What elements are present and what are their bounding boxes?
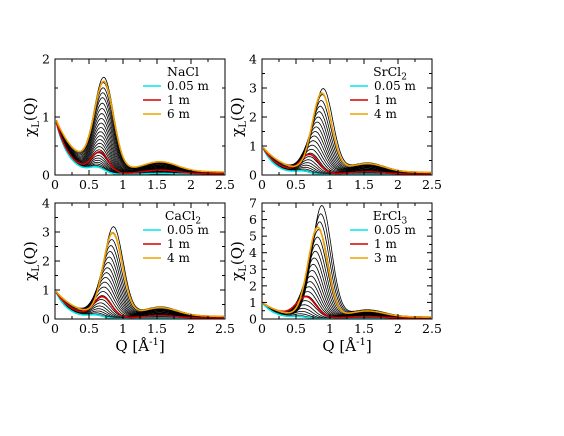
series-line-4-m	[55, 231, 224, 318]
y-tick-label: 7	[249, 196, 257, 211]
y-tick-label: 0	[42, 168, 50, 183]
concentration-curve	[56, 82, 224, 173]
series-line-3-m	[262, 226, 431, 318]
series-line-4-m	[262, 91, 431, 174]
x-tick-label: 0	[51, 321, 59, 336]
legend-entry: 4 m	[167, 251, 190, 265]
panel-title: SrCl2	[373, 64, 407, 83]
y-axis-label: χL(Q)	[228, 241, 249, 281]
legend-entry: 1 m	[374, 237, 397, 251]
panel-title: NaCl	[167, 64, 199, 79]
legend-entry: 0.05 m	[167, 79, 210, 93]
x-tick-label: 2.5	[422, 321, 442, 336]
legend-entry: 0.05 m	[167, 223, 210, 237]
y-tick-label: 4	[249, 52, 257, 67]
y-axis-label: χL(Q)	[21, 241, 42, 281]
x-tick-label: 1.5	[147, 321, 167, 336]
x-tick-label: 1.5	[354, 177, 374, 192]
concentration-curve	[263, 236, 431, 318]
concentration-curve	[56, 251, 224, 318]
x-tick-label: 1	[326, 177, 334, 192]
legend-entry: 1 m	[167, 237, 190, 251]
legend-entry: 3 m	[374, 251, 397, 265]
x-tick-label: 0.5	[286, 321, 306, 336]
y-tick-label: 6	[249, 212, 257, 227]
x-tick-label: 1	[119, 177, 127, 192]
concentration-curve	[56, 226, 224, 317]
concentration-curve	[56, 245, 224, 317]
x-tick-label: 0	[51, 177, 59, 192]
legend-entry: 1 m	[167, 93, 190, 107]
y-tick-label: 4	[42, 196, 50, 211]
legend-entry: 1 m	[374, 93, 397, 107]
curve-group	[55, 226, 224, 319]
y-tick-label: 2	[42, 52, 50, 67]
concentration-curve	[56, 239, 224, 317]
y-axis-label: χL(Q)	[21, 97, 42, 137]
y-tick-label: 1	[249, 139, 257, 154]
y-tick-label: 0	[42, 312, 50, 327]
y-tick-label: 2	[249, 110, 257, 125]
x-axis-label: Q [Å-1]	[322, 337, 371, 355]
curve-group	[262, 88, 431, 175]
x-tick-label: 0.5	[286, 177, 306, 192]
y-tick-label: 4	[249, 245, 257, 260]
y-tick-label: 0	[249, 312, 257, 327]
legend-entry: 0.05 m	[374, 223, 417, 237]
x-tick-label: 0.5	[79, 321, 99, 336]
y-tick-label: 1	[249, 295, 257, 310]
concentration-curve	[263, 243, 431, 318]
x-tick-label: 0.5	[79, 177, 99, 192]
series-line-6-m	[55, 80, 224, 173]
legend-entry: 6 m	[167, 107, 190, 121]
concentration-curve	[263, 100, 431, 173]
x-tick-label: 1.5	[354, 321, 374, 336]
concentration-curve	[263, 105, 431, 173]
y-tick-label: 0	[249, 168, 257, 183]
x-tick-label: 2.5	[215, 321, 235, 336]
y-tick-label: 3	[42, 225, 50, 240]
concentration-curve	[263, 250, 431, 318]
x-tick-label: 0	[258, 177, 266, 192]
x-tick-label: 2	[187, 177, 195, 192]
panel-title: ErCl3	[373, 208, 408, 227]
x-tick-label: 2	[394, 321, 402, 336]
y-tick-label: 3	[249, 81, 257, 96]
x-tick-label: 2	[187, 321, 195, 336]
concentration-curve	[263, 88, 431, 173]
concentration-curve	[263, 257, 431, 318]
x-tick-label: 1	[119, 321, 127, 336]
y-tick-label: 3	[249, 262, 257, 277]
x-tick-label: 2.5	[422, 177, 442, 192]
y-tick-label: 5	[249, 229, 257, 244]
y-tick-label: 2	[42, 254, 50, 269]
panel-title: CaCl2	[165, 208, 201, 227]
x-axis-label: Q [Å-1]	[115, 337, 164, 355]
x-tick-label: 1.5	[147, 177, 167, 192]
concentration-curve	[56, 232, 224, 317]
concentration-curve	[263, 94, 431, 173]
x-tick-label: 2	[394, 177, 402, 192]
legend-entry: 4 m	[374, 107, 397, 121]
y-axis-label: χL(Q)	[228, 97, 249, 137]
y-tick-label: 1	[42, 110, 50, 125]
legend-entry: 0.05 m	[374, 79, 417, 93]
x-tick-label: 0	[258, 321, 266, 336]
x-tick-label: 2.5	[215, 177, 235, 192]
y-tick-label: 1	[42, 283, 50, 298]
concentration-curve	[263, 229, 431, 318]
x-tick-label: 1	[326, 321, 334, 336]
y-tick-label: 2	[249, 278, 257, 293]
